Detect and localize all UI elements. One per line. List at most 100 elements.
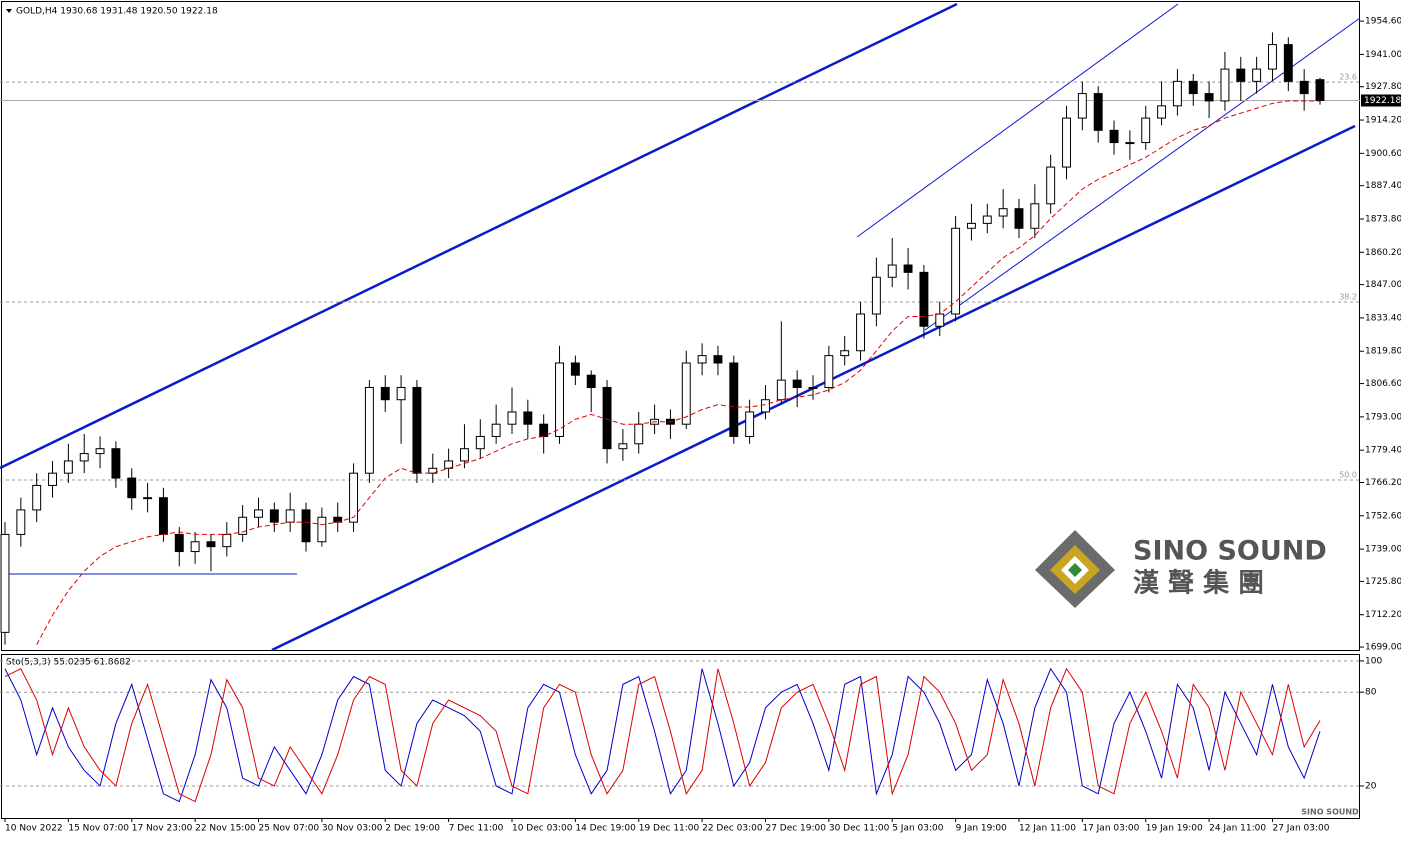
candle-body [1093, 93, 1103, 131]
y-tick-label: 1712.20 [1365, 610, 1401, 620]
channel-upper [0, 2, 958, 470]
candle-body [206, 541, 216, 548]
candle-body [285, 509, 295, 523]
y-tick-label: 100 [1365, 656, 1382, 666]
candle-body [1188, 80, 1198, 95]
y-tick-label: 1766.20 [1365, 478, 1401, 488]
candle-body [143, 497, 153, 500]
candle-body [190, 541, 200, 553]
candle-body [586, 374, 596, 388]
y-tick-label: 1927.80 [1365, 82, 1401, 92]
x-tick-label: 14 Dec 19:00 [575, 824, 636, 834]
candle-body [0, 533, 10, 633]
candle-body [776, 379, 786, 401]
candle-body [1157, 105, 1167, 119]
candle-body [238, 516, 248, 535]
candle-body [824, 355, 834, 388]
candle-body [127, 477, 137, 499]
x-tick-label: 17 Jan 03:00 [1082, 824, 1139, 834]
channel-thin-upper [856, 3, 1179, 238]
candle-body [222, 533, 232, 548]
stoch-line [4, 667, 1321, 803]
price-tag-label: 1922.18 [1364, 96, 1401, 106]
candle-body [1046, 166, 1056, 205]
x-tick-label: 27 Dec 19:00 [765, 824, 826, 834]
corner-logo: SINO SOUND [1301, 808, 1359, 817]
candle-body [63, 460, 73, 474]
chart-title: GOLD,H4 1930.68 1931.48 1920.50 1922.18 [16, 7, 218, 17]
y-tick-label: 1752.60 [1365, 511, 1401, 521]
candle-body [1299, 80, 1309, 95]
y-tick-label: 1779.40 [1365, 446, 1401, 456]
candle-body [919, 271, 929, 327]
candle-body [792, 379, 802, 388]
x-tick-label: 2 Dec 19:00 [385, 824, 440, 834]
logo [1035, 530, 1115, 608]
y-tick-label: 1900.60 [1365, 149, 1401, 159]
y-tick-label: 1860.20 [1365, 248, 1401, 258]
candle-body [1062, 117, 1071, 168]
candle-body [729, 362, 739, 437]
candle-body [840, 350, 850, 357]
candle-body [1109, 129, 1119, 144]
candle-body [475, 435, 485, 450]
candle-body [1125, 142, 1135, 145]
candle-body [1141, 117, 1151, 144]
y-tick-label: 1725.80 [1365, 577, 1401, 587]
candle-body [903, 264, 913, 273]
candle-body [317, 516, 327, 543]
candle-body [1252, 68, 1262, 82]
watermark: SINO SOUND [1133, 536, 1327, 567]
x-tick-label: 10 Dec 03:00 [512, 824, 573, 834]
candle-body [364, 386, 374, 474]
moving-average [36, 100, 1320, 645]
candle-body [111, 448, 121, 479]
x-tick-label: 24 Jan 11:00 [1209, 824, 1266, 834]
candle-body [887, 264, 897, 278]
fib-label: 50.0 [1339, 471, 1357, 480]
x-tick-label: 30 Nov 03:00 [322, 824, 383, 834]
x-tick-label: 7 Dec 11:00 [449, 824, 504, 834]
title-arrow [6, 9, 12, 13]
candle-body [301, 509, 311, 543]
y-tick-label: 1887.40 [1365, 181, 1401, 191]
x-tick-label: 22 Nov 15:00 [195, 824, 256, 834]
x-tick-label: 5 Jan 03:00 [892, 824, 944, 834]
y-tick-label: 1739.00 [1365, 545, 1401, 555]
candle-body [459, 448, 469, 462]
candle-body [634, 423, 644, 445]
candle-body [697, 355, 707, 364]
y-tick-label: 20 [1365, 781, 1377, 791]
candle-body [349, 472, 359, 523]
candle-body [158, 497, 168, 535]
candle-body [856, 313, 866, 352]
candle-body [16, 509, 26, 535]
x-tick-label: 19 Dec 11:00 [639, 824, 700, 834]
candle-body [1315, 79, 1325, 101]
y-tick-label: 1941.00 [1365, 50, 1401, 60]
fib-label: 38.2 [1339, 293, 1357, 302]
x-tick-label: 27 Jan 03:00 [1272, 824, 1329, 834]
candle-body [966, 222, 976, 229]
candle-body [951, 227, 961, 315]
x-tick-label: 12 Jan 11:00 [1019, 824, 1076, 834]
candle-body [1014, 208, 1024, 229]
candle-body [1172, 80, 1182, 107]
y-tick-label: 80 [1365, 688, 1377, 698]
x-tick-label: 22 Dec 03:00 [702, 824, 763, 834]
candle-body [982, 215, 992, 224]
candle-body [269, 509, 279, 523]
candle-body [1283, 44, 1293, 82]
candle-body [48, 472, 57, 486]
y-tick-label: 1914.20 [1365, 116, 1401, 126]
candle-body [95, 448, 105, 455]
candle-body [174, 533, 184, 553]
candle-body [523, 411, 533, 425]
x-tick-label: 17 Nov 23:00 [132, 824, 193, 834]
stoch-line [4, 667, 1321, 803]
candle-body [79, 453, 89, 462]
fib-label: 23.6 [1339, 73, 1357, 82]
x-tick-label: 19 Jan 19:00 [1146, 824, 1203, 834]
